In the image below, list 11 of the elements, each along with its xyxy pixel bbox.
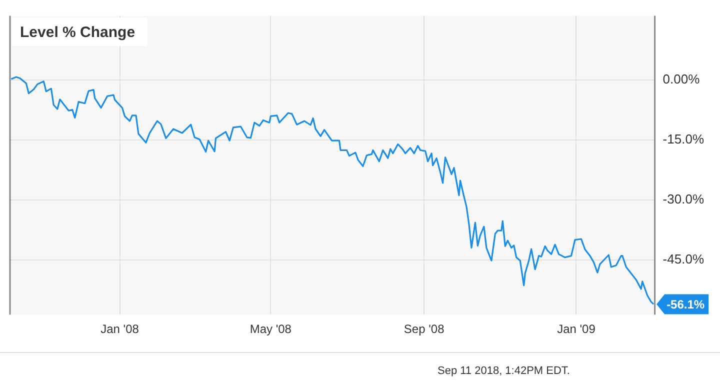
y-tick-label: -30.0% bbox=[662, 191, 704, 206]
y-tick-label: 0.00% bbox=[662, 71, 700, 86]
x-tick-label: Jan '09 bbox=[557, 322, 596, 336]
text: Sep 11 2018, 1:42PM EDT. bbox=[438, 365, 570, 377]
x-tick-label: Sep '08 bbox=[404, 322, 445, 336]
x-tick-label: Jan '08 bbox=[100, 322, 140, 336]
annotation: -56.1% bbox=[666, 298, 705, 312]
y-tick-label: -15.0% bbox=[662, 131, 704, 146]
text: Level % Change bbox=[20, 24, 136, 41]
x-tick-label: May '08 bbox=[250, 322, 292, 336]
y-tick-label: -45.0% bbox=[662, 251, 704, 266]
